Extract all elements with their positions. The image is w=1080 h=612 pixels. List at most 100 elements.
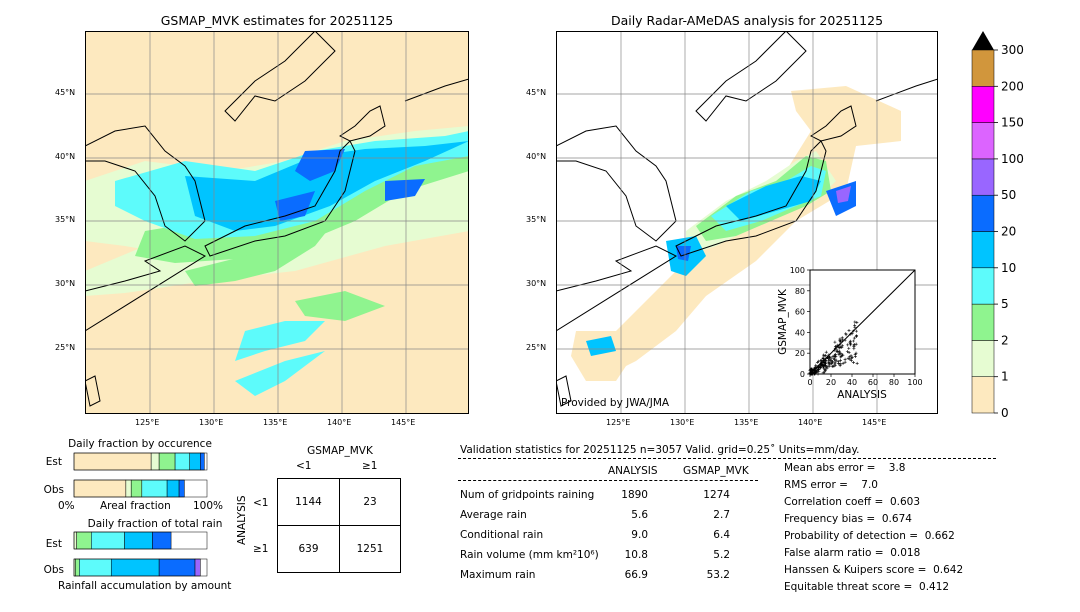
scatter-point: [846, 356, 850, 360]
contingency-title: GSMAP_MVK: [307, 445, 373, 457]
scatter-point: [847, 328, 851, 332]
validation-score: Hanssen & Kuipers score = 0.642: [784, 564, 964, 576]
scatter-point: [827, 360, 831, 364]
fraction-bar-segment: [91, 531, 125, 550]
colorbar-tick-label: 2: [1001, 333, 1009, 347]
fraction-bar-segment: [79, 558, 112, 577]
total-rain-obs-label: Obs: [44, 564, 64, 576]
fraction-bar-outline: [73, 452, 208, 471]
validation-score: False alarm ratio = 0.018: [784, 547, 921, 559]
lat-label: 40°N: [526, 152, 547, 161]
scatter-point: [854, 334, 858, 338]
right-map-title: Daily Radar-AMeDAS analysis for 20251125: [610, 13, 884, 28]
colorbar-cell: [971, 158, 995, 196]
scatter-point: [840, 353, 844, 357]
validation-row-label: Maximum rain: [460, 569, 536, 581]
left-map: [85, 31, 469, 414]
validation-row-analysis: 9.0: [631, 529, 648, 541]
scatter-point: [824, 365, 828, 369]
fraction-bar-segment: [73, 531, 77, 550]
contingency-row-ge1: ≥1: [253, 543, 269, 555]
scatter-point: [826, 356, 830, 360]
scatter-point: [816, 372, 820, 376]
colorbar-cell: [971, 303, 995, 341]
lat-label: 30°N: [526, 279, 547, 288]
lon-label: 125°E: [135, 418, 160, 427]
fraction-bar-segment: [158, 452, 176, 471]
lat-label: 35°N: [526, 215, 547, 224]
validation-row-analysis: 66.9: [624, 569, 648, 581]
lon-label: 135°E: [734, 418, 759, 427]
occurence-xlabel-left: 0%: [58, 500, 75, 512]
scatter-point: [853, 320, 857, 324]
scatter-point: [838, 359, 842, 363]
scatter-point: [852, 344, 856, 348]
scatter-point: [847, 350, 851, 354]
validation-row-label: Conditional rain: [460, 529, 544, 541]
scatter-point: [843, 360, 847, 364]
scatter-point: [853, 325, 857, 329]
scatter-point: [836, 359, 840, 363]
validation-row-gsmap: 5.2: [713, 549, 730, 561]
colorbar-tick-label: 50: [1001, 188, 1016, 202]
right-rain-field: [571, 86, 901, 381]
lon-label: 145°E: [391, 418, 416, 427]
fraction-bar-outline: [73, 479, 208, 498]
lat-label: 30°N: [55, 279, 76, 288]
scatter-point: [827, 353, 831, 357]
scatter-point: [839, 355, 843, 359]
scatter-point: [835, 348, 839, 352]
scatter-point: [830, 364, 834, 368]
fraction-bar-outline: [73, 558, 208, 577]
scatter-point: [855, 361, 859, 365]
lat-label: 45°N: [55, 88, 76, 97]
lat-label: 25°N: [526, 343, 547, 352]
validation-table-divider: [458, 480, 758, 481]
right-map: [556, 31, 938, 414]
colorbar-tick-label: 5: [1001, 297, 1009, 311]
fraction-bar-segment: [189, 452, 201, 471]
colorbar-cell: [971, 376, 995, 414]
scatter-point: [843, 357, 847, 361]
contingency-row-title: ANALYSIS: [236, 495, 248, 545]
occurence-chart: Est Obs: [44, 452, 208, 498]
lon-label: 145°E: [862, 418, 887, 427]
scatter-point: [838, 337, 842, 341]
lon-label: 140°E: [798, 418, 823, 427]
scatter-point: [852, 361, 856, 365]
colorbar-tick-label: 200: [1001, 79, 1024, 93]
validation-row-gsmap: 6.4: [713, 529, 730, 541]
lon-label: 140°E: [327, 418, 352, 427]
contingency-table: 1144 23 639 1251: [277, 478, 401, 573]
scatter-point: [819, 365, 823, 369]
scatter-point: [844, 333, 848, 337]
fraction-bar-segment: [124, 531, 153, 550]
scatter-point: [831, 354, 835, 358]
scatter-point: [817, 369, 821, 373]
left-coastlines: [85, 31, 469, 407]
contingency-col-ge1: ≥1: [362, 460, 378, 472]
scatter-point: [831, 359, 835, 363]
scatter-ytick-label: 20: [795, 349, 805, 358]
lon-label: 130°E: [199, 418, 224, 427]
contingency-cell: 639: [298, 543, 319, 555]
left-map-frame: [85, 31, 469, 414]
lat-label: 25°N: [55, 343, 76, 352]
scatter-point: [833, 345, 837, 349]
scatter-point: [852, 347, 856, 351]
lat-label: 45°N: [526, 88, 547, 97]
scatter-point: [809, 367, 813, 371]
scatter-point: [851, 329, 855, 333]
contingency-cell: 1251: [356, 543, 384, 555]
scatter-ytick-label: 60: [795, 308, 805, 317]
scatter-xtick-label: 80: [889, 378, 899, 387]
fraction-bar-segment: [125, 479, 132, 498]
scatter-ylabel: GSMAP_MVK: [777, 288, 789, 355]
scatter-point: [813, 370, 817, 374]
contingency-row-lt1: <1: [253, 497, 269, 509]
scatter-point: [812, 368, 816, 372]
validation-score: Mean abs error = 3.8: [784, 462, 906, 474]
scatter-point: [838, 342, 842, 346]
validation-score: Probability of detection = 0.662: [784, 530, 955, 542]
scatter-point: [847, 346, 851, 350]
